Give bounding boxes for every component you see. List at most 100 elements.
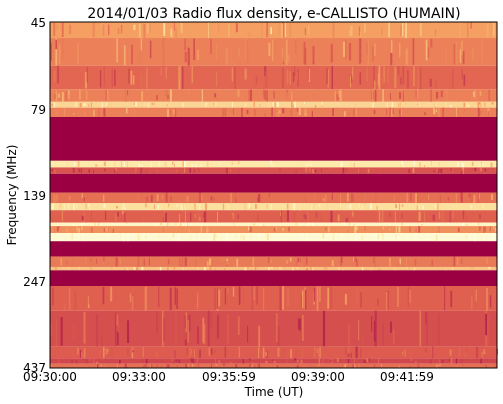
texture-streak: [107, 103, 110, 108]
texture-streak: [473, 101, 476, 108]
texture-streak: [99, 102, 101, 105]
texture-streak: [380, 363, 382, 368]
texture-streak: [88, 169, 91, 173]
texture-streak: [483, 235, 485, 241]
texture-streak: [297, 365, 299, 368]
texture-streak: [411, 223, 413, 225]
texture-streak: [476, 227, 478, 231]
x-axis: 09:30:00 09:33:00 09:35:59 09:39:00 09:4…: [23, 370, 434, 399]
texture-streak: [208, 22, 209, 38]
texture-streak: [160, 364, 163, 368]
texture-streak: [461, 40, 463, 56]
texture-streak: [176, 364, 178, 367]
texture-streak: [270, 204, 273, 210]
texture-streak: [174, 164, 175, 167]
texture-streak: [397, 66, 400, 76]
texture-streak: [66, 162, 68, 168]
texture-streak: [347, 229, 349, 233]
texture-streak: [303, 214, 305, 219]
texture-streak: [78, 168, 81, 173]
texture-streak: [478, 193, 480, 200]
texture-streak: [401, 213, 403, 219]
texture-streak: [184, 168, 186, 174]
texture-streak: [115, 213, 117, 221]
texture-streak: [372, 46, 374, 62]
texture-streak: [94, 222, 96, 226]
texture-streak: [138, 163, 140, 167]
texture-streak: [393, 329, 395, 345]
texture-streak: [482, 38, 484, 65]
y-tick-label-45: 45: [31, 16, 46, 30]
texture-streak: [173, 360, 175, 364]
texture-streak: [381, 210, 384, 223]
texture-streak: [108, 233, 110, 240]
texture-streak: [208, 347, 211, 357]
texture-streak: [425, 312, 427, 324]
texture-streak: [352, 193, 354, 202]
texture-streak: [129, 293, 132, 303]
texture-streak: [266, 204, 268, 209]
texture-streak: [399, 110, 401, 114]
texture-streak: [367, 39, 369, 66]
texture-streak: [261, 22, 263, 38]
texture-streak: [215, 233, 217, 238]
texture-streak: [399, 92, 402, 99]
texture-streak: [242, 347, 244, 356]
texture-streak: [207, 310, 210, 347]
texture-streak: [191, 65, 193, 84]
texture-streak: [332, 108, 334, 116]
texture-streak: [56, 226, 59, 232]
texture-streak: [412, 267, 414, 271]
texture-streak: [79, 102, 82, 108]
texture-streak: [247, 325, 249, 343]
texture-streak: [484, 102, 486, 107]
texture-streak: [194, 349, 195, 358]
texture-streak: [462, 210, 465, 220]
texture-streak: [337, 102, 339, 105]
texture-streak: [154, 223, 157, 227]
texture-streak: [460, 192, 463, 202]
texture-streak: [156, 95, 158, 101]
texture-streak: [430, 89, 432, 102]
texture-streak: [486, 358, 488, 363]
texture-streak: [77, 160, 80, 167]
texture-streak: [131, 296, 134, 310]
texture-streak: [294, 101, 296, 108]
texture-streak: [71, 360, 73, 363]
texture-streak: [132, 346, 135, 351]
texture-streak: [373, 320, 376, 342]
texture-streak: [331, 193, 333, 200]
frequency-band-3: [50, 89, 497, 102]
texture-streak: [213, 102, 215, 106]
texture-streak: [214, 349, 216, 354]
texture-streak: [353, 359, 355, 363]
texture-streak: [272, 233, 274, 241]
texture-streak: [379, 348, 381, 356]
x-tick-label-0935: 09:35:59: [202, 370, 256, 384]
texture-streak: [301, 296, 303, 307]
texture-streak: [347, 216, 349, 222]
texture-streak: [188, 229, 190, 233]
texture-streak: [218, 313, 221, 334]
texture-streak: [305, 289, 307, 310]
texture-streak: [439, 223, 441, 225]
texture-streak: [159, 196, 161, 203]
texture-streak: [191, 164, 194, 167]
texture-streak: [438, 226, 440, 233]
texture-streak: [60, 317, 63, 346]
texture-streak: [341, 91, 343, 101]
texture-streak: [401, 109, 402, 116]
texture-streak: [398, 226, 401, 233]
texture-streak: [132, 75, 135, 85]
texture-streak: [189, 360, 191, 363]
texture-streak: [356, 260, 358, 267]
texture-streak: [204, 211, 207, 223]
texture-streak: [76, 226, 78, 232]
texture-streak: [68, 287, 71, 310]
texture-streak: [140, 38, 142, 51]
texture-streak: [65, 91, 68, 102]
texture-streak: [480, 104, 483, 108]
texture-streak: [165, 90, 168, 97]
texture-streak: [132, 287, 134, 303]
texture-streak: [105, 89, 108, 101]
